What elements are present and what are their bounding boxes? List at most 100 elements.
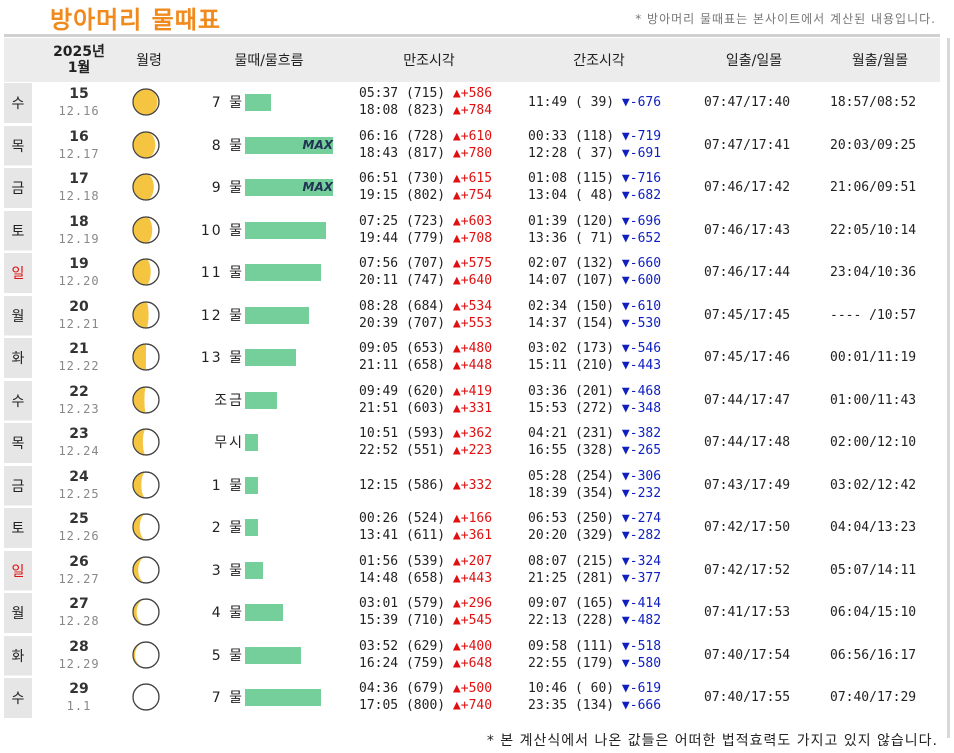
low-tide-cell: 11:49 ( 39) ▼-676 [528, 94, 661, 111]
high-tide-cell: 09:05 (653) ▲+480 21:11 (658) ▲+448 [359, 340, 492, 374]
low-tide-time: 13:04 ( 48) [528, 188, 622, 203]
low-tide-time: 06:53 (250) [528, 511, 622, 526]
tide-day-label: 9 물 [211, 180, 244, 196]
high-tide-delta: ▲+586 [452, 86, 493, 101]
sunrise-sunset: 07:42/17:52 [704, 562, 791, 578]
low-tide-delta: ▼-580 [621, 655, 662, 671]
tide-day-label: 4 물 [211, 605, 244, 621]
lunar-date: 12.16 [58, 104, 100, 118]
low-tide-delta: ▼-468 [621, 383, 662, 399]
page-title: 방아머리 물때표 [50, 6, 221, 34]
low-tide-line: 14:07 (107) ▼-600 [528, 272, 661, 289]
high-tide-time: 00:26 (524) [359, 511, 453, 526]
low-tide-line: 22:13 (228) ▼-482 [528, 612, 661, 629]
high-tide-line: 12:15 (586) ▲+332 [359, 477, 492, 494]
high-tide-line: 19:44 (779) ▲+708 [359, 230, 492, 247]
high-tide-time: 15:39 (710) [359, 613, 453, 628]
tide-day-label: 3 물 [211, 562, 244, 579]
low-tide-cell: 01:08 (115) ▼-716 13:04 ( 48) ▼-682 [528, 170, 661, 204]
high-tide-time: 06:16 (728) [359, 128, 453, 144]
table-row: 토 18 12.19 10 물 07:25 (723) ▲+603 19:44 (779)… [4, 210, 940, 252]
low-tide-cell: 09:07 (165) ▼-414 22:13 (228) ▼-482 [528, 595, 661, 629]
lunar-date: 12.18 [58, 189, 100, 203]
low-tide-time: 09:58 (111) [528, 638, 622, 654]
moonrise-moonset: 00:01/11:19 [830, 350, 917, 365]
moon-phase-icon [132, 513, 160, 541]
high-tide-delta: ▲+545 [452, 613, 493, 628]
low-tide-delta: ▼-265 [621, 443, 662, 458]
low-tide-line: 00:33 (118) ▼-719 [528, 128, 661, 145]
tide-flow-bar [245, 94, 271, 111]
solar-date: 23 [69, 426, 89, 442]
sunrise-sunset: 07:44/17:47 [704, 392, 791, 408]
weekday-label: 월 [4, 593, 32, 633]
date-cell: 19 12.20 [34, 252, 124, 289]
solar-date: 20 [69, 298, 89, 315]
tide-flow-bar [245, 136, 333, 154]
high-tide-cell: 03:52 (629) ▲+400 16:24 (759) ▲+648 [359, 638, 492, 672]
tide-day-label: 조금 [214, 392, 244, 409]
high-tide-delta: ▲+296 [452, 596, 493, 611]
high-tide-delta: ▲+780 [452, 145, 493, 161]
low-tide-delta: ▼-414 [621, 596, 662, 611]
high-tide-delta: ▲+166 [452, 511, 493, 526]
weekday-label: 수 [4, 83, 32, 123]
solar-date: 18 [69, 213, 89, 230]
table-row: 목 16 12.17 8 물 MAX 06:16 (728) ▲+610 18:43 (81… [4, 125, 940, 167]
high-tide-time: 03:01 (579) [359, 596, 453, 611]
high-tide-cell: 04:36 (679) ▲+500 17:05 (800) ▲+740 [359, 680, 492, 714]
high-tide-time: 12:15 (586) [359, 477, 453, 493]
moonrise-moonset: 22:05/10:14 [830, 222, 917, 238]
high-tide-delta: ▲+443 [452, 570, 493, 586]
high-tide-line: 05:37 (715) ▲+586 [359, 85, 492, 102]
high-tide-time: 14:48 (658) [359, 570, 453, 586]
header-moonrise: 월출/월몰 [851, 53, 909, 69]
table-row: 일 26 12.27 3 물 01:56 (539) ▲+207 14:48 (658) … [4, 550, 940, 592]
date-cell: 22 12.23 [34, 380, 124, 417]
header-tide: 물때/물흐름 [234, 53, 304, 69]
low-tide-cell: 00:33 (118) ▼-719 12:28 ( 37) ▼-691 [528, 128, 661, 162]
tide-day-label: 2 물 [211, 520, 244, 536]
date-cell: 20 12.21 [34, 295, 124, 332]
solar-date: 17 [69, 171, 89, 187]
high-tide-cell: 07:56 (707) ▲+575 20:11 (747) ▲+640 [359, 255, 492, 289]
low-tide-line: 15:53 (272) ▼-348 [528, 400, 661, 417]
high-tide-time: 06:51 (730) [359, 171, 453, 186]
low-tide-time: 12:28 ( 37) [528, 145, 622, 161]
low-tide-line: 01:08 (115) ▼-716 [528, 170, 661, 187]
low-tide-time: 15:53 (272) [528, 400, 622, 416]
solar-date: 29 [69, 681, 89, 697]
low-tide-delta: ▼-306 [621, 468, 662, 484]
high-tide-delta: ▲+400 [452, 638, 493, 654]
low-tide-time: 04:21 (231) [528, 426, 622, 441]
weekday-label: 토 [4, 210, 32, 251]
tide-flow-bar [245, 519, 258, 536]
tide-day-label: 12 물 [200, 307, 244, 324]
sunrise-sunset: 07:47/17:41 [704, 137, 791, 153]
moonrise-moonset: 06:04/15:10 [830, 605, 917, 620]
lunar-date: 12.20 [58, 274, 100, 288]
top-divider [4, 34, 940, 37]
high-tide-delta: ▲+500 [452, 681, 493, 696]
table-row: 수 29 1.1 7 물 04:36 (679) ▲+500 17:05 (800) ▲+… [4, 677, 940, 719]
high-tide-time: 19:44 (779) [359, 230, 453, 246]
low-tide-cell: 04:21 (231) ▼-382 16:55 (328) ▼-265 [528, 425, 661, 459]
low-tide-cell: 05:28 (254) ▼-306 18:39 (354) ▼-232 [528, 468, 661, 502]
high-tide-cell: 09:49 (620) ▲+419 21:51 (603) ▲+331 [359, 383, 492, 417]
low-tide-cell: 09:58 (111) ▼-518 22:55 (179) ▼-580 [528, 638, 661, 672]
moon-phase-icon [132, 470, 160, 499]
low-tide-delta: ▼-600 [621, 273, 662, 288]
high-tide-time: 04:36 (679) [359, 681, 453, 696]
low-tide-time: 13:36 ( 71) [528, 230, 622, 246]
weekday-label: 토 [4, 508, 32, 548]
moonrise-moonset: 05:07/14:11 [830, 562, 917, 578]
solar-date: 24 [69, 468, 89, 485]
moonrise-moonset: 07:40/17:29 [830, 690, 917, 705]
high-tide-time: 09:05 (653) [359, 341, 453, 356]
header-year-month: 2025년 1월 [34, 38, 124, 82]
high-tide-delta: ▲+553 [452, 315, 493, 331]
high-tide-cell: 00:26 (524) ▲+166 13:41 (611) ▲+361 [359, 510, 492, 544]
high-tide-delta: ▲+603 [452, 213, 493, 229]
low-tide-time: 05:28 (254) [528, 468, 622, 484]
high-tide-delta: ▲+615 [452, 171, 493, 186]
